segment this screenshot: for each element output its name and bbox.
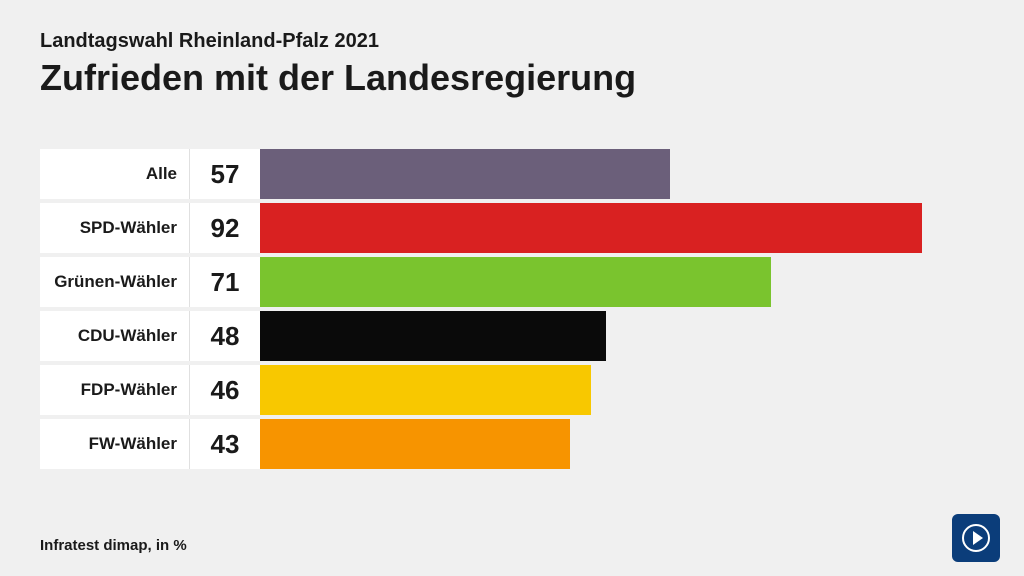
chart-container: Landtagswahl Rheinland-Pfalz 2021 Zufrie… <box>0 0 1024 489</box>
bar-chart: Alle57SPD-Wähler92Grünen-Wähler71CDU-Wäh… <box>40 149 984 469</box>
row-label: FW-Wähler <box>40 419 190 469</box>
bar-area <box>260 311 984 361</box>
bar-area <box>260 419 984 469</box>
bar-area <box>260 365 984 415</box>
row-value: 46 <box>190 365 260 415</box>
bar <box>260 419 570 469</box>
row-label: Alle <box>40 149 190 199</box>
chart-row: FDP-Wähler46 <box>40 365 984 415</box>
bar-area <box>260 149 984 199</box>
row-value: 57 <box>190 149 260 199</box>
bar <box>260 365 591 415</box>
bar-area <box>260 203 984 253</box>
row-value: 92 <box>190 203 260 253</box>
chart-row: Grünen-Wähler71 <box>40 257 984 307</box>
row-label: FDP-Wähler <box>40 365 190 415</box>
bar <box>260 203 922 253</box>
row-value: 43 <box>190 419 260 469</box>
row-label: SPD-Wähler <box>40 203 190 253</box>
chart-row: Alle57 <box>40 149 984 199</box>
bar <box>260 149 670 199</box>
row-value: 48 <box>190 311 260 361</box>
chart-row: FW-Wähler43 <box>40 419 984 469</box>
broadcaster-logo <box>952 514 1000 562</box>
page-title: Zufrieden mit der Landesregierung <box>40 57 984 99</box>
subtitle: Landtagswahl Rheinland-Pfalz 2021 <box>40 30 984 53</box>
play-icon <box>973 531 983 545</box>
source-text: Infratest dimap, in % <box>40 537 187 554</box>
chart-row: CDU-Wähler48 <box>40 311 984 361</box>
ard-logo-icon <box>962 524 990 552</box>
row-label: CDU-Wähler <box>40 311 190 361</box>
row-value: 71 <box>190 257 260 307</box>
bar <box>260 257 771 307</box>
bar-area <box>260 257 984 307</box>
bar <box>260 311 606 361</box>
row-label: Grünen-Wähler <box>40 257 190 307</box>
chart-row: SPD-Wähler92 <box>40 203 984 253</box>
